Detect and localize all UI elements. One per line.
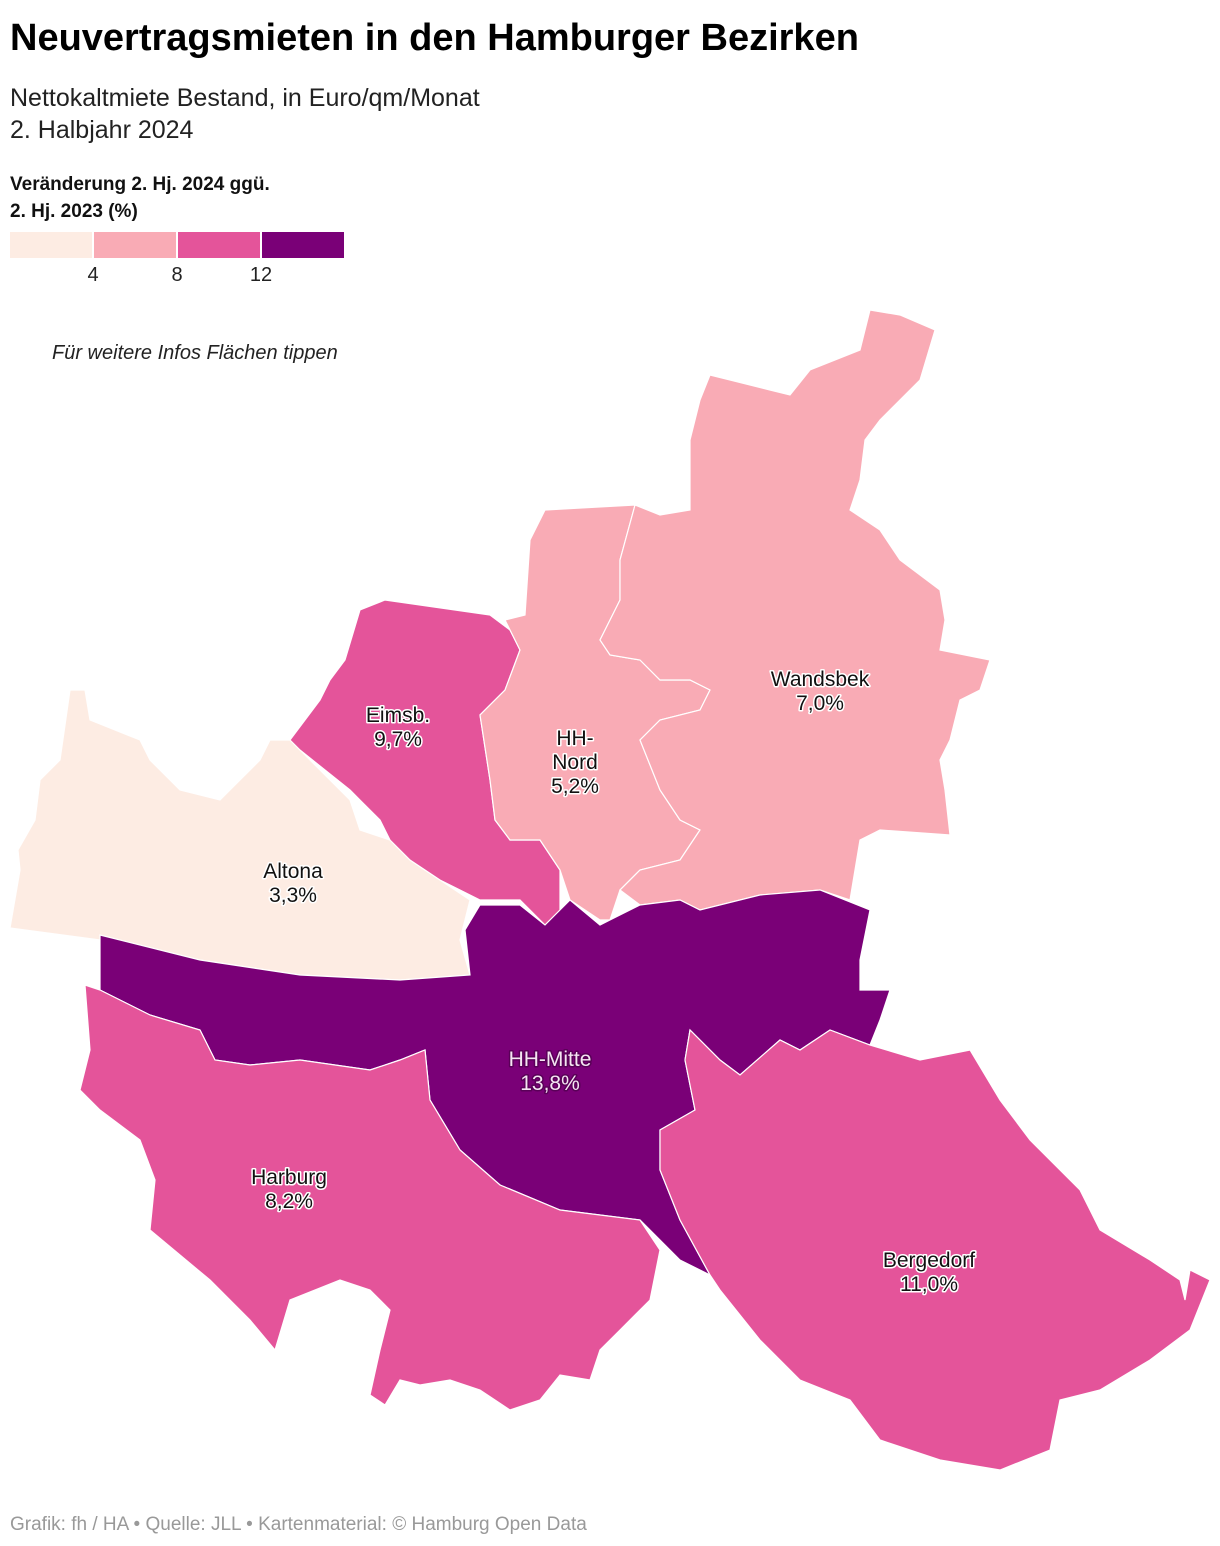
title: Neuvertragsmieten in den Hamburger Bezir… xyxy=(10,17,859,59)
legend-tick-label: 12 xyxy=(250,264,272,286)
district-name: Harburg xyxy=(251,1166,327,1189)
legend-tick-label: 4 xyxy=(87,264,98,286)
district[interactable] xyxy=(599,309,991,911)
legend-swatch xyxy=(10,232,92,258)
district-value: 13,8% xyxy=(520,1072,580,1095)
district-name: Wandsbek xyxy=(771,668,870,691)
district-name: Bergedorf xyxy=(883,1249,975,1272)
district-value: 8,2% xyxy=(265,1190,313,1213)
district-name: HH-Mitte xyxy=(509,1048,592,1071)
hint: Für weitere Infos Flächen tippen xyxy=(52,342,338,364)
subtitle: Nettokaltmiete Bestand, in Euro/qm/Monat xyxy=(10,84,480,112)
district-name: Altona xyxy=(263,860,323,883)
district-value: 5,2% xyxy=(551,775,599,798)
legend-tick-label: 8 xyxy=(171,264,182,286)
district-name: HH- xyxy=(556,727,593,750)
district-value: 11,0% xyxy=(900,1273,958,1296)
legend-swatch xyxy=(262,232,344,258)
legend-swatch xyxy=(178,232,260,258)
subtitle: 2. Halbjahr 2024 xyxy=(10,116,194,144)
footer: Grafik: fh / HA • Quelle: JLL • Kartenma… xyxy=(10,1514,587,1535)
legend-swatch xyxy=(94,232,176,258)
district[interactable] xyxy=(659,1028,1211,1471)
district-name: Nord xyxy=(552,751,598,774)
district-value: 7,0% xyxy=(796,692,844,715)
legend-title: 2. Hj. 2023 (%) xyxy=(10,201,138,222)
district-name: Eimsb. xyxy=(366,704,430,727)
district[interactable] xyxy=(79,984,661,1411)
district-value: 3,3% xyxy=(269,884,317,907)
district-value: 9,7% xyxy=(374,728,422,751)
legend-title: Veränderung 2. Hj. 2024 ggü. xyxy=(10,174,270,195)
